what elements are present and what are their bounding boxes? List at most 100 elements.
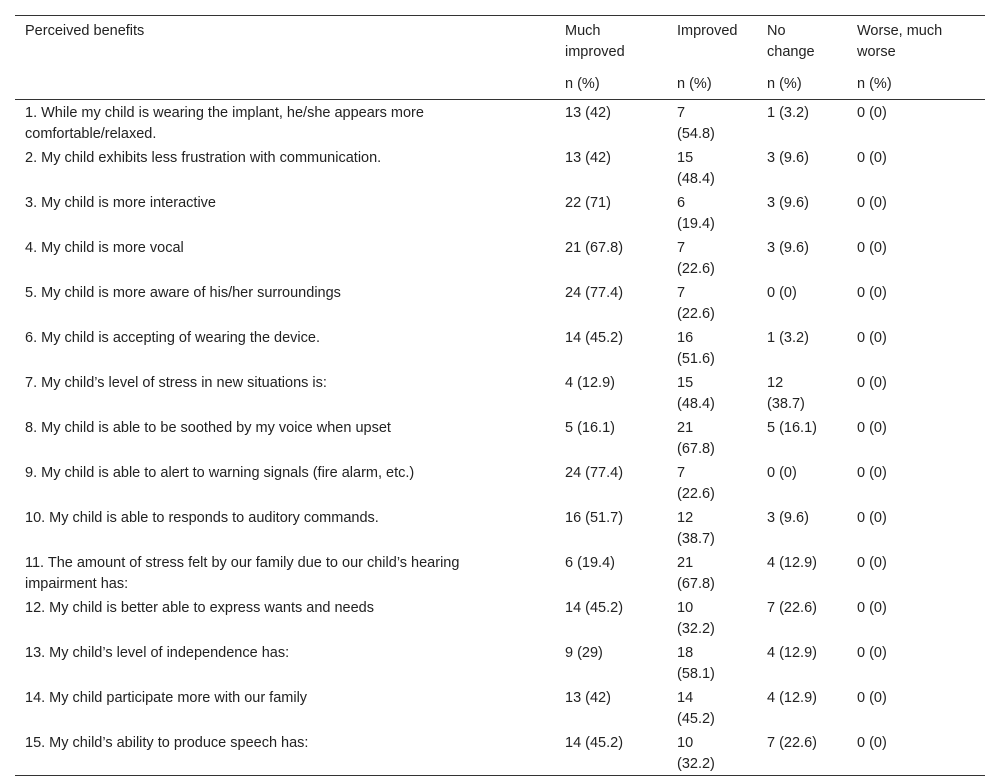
item-text: 11. The amount of stress felt by our fam… — [25, 555, 460, 592]
item-text: 1. While my child is wearing the implant… — [25, 105, 424, 142]
count-cell: 5 (16.1) — [565, 420, 615, 436]
count-cell: 1 (3.2) — [767, 105, 809, 121]
count-cell: 4 (12.9) — [767, 690, 817, 706]
item-text: 5. My child is more aware of his/her sur… — [25, 285, 341, 301]
unit-header: n (%) — [847, 72, 985, 100]
count-cell: 12 (38.7) — [767, 375, 805, 412]
count-cell: 0 (0) — [857, 375, 887, 391]
count-cell: 1 (3.2) — [767, 330, 809, 346]
header-row: Perceived benefits Much improved Improved N… — [15, 16, 985, 73]
table-row: 15. My child’s ability to produce speech… — [15, 730, 985, 776]
table-row: 8. My child is able to be soothed by my … — [15, 415, 985, 460]
count-cell: 18 (58.1) — [677, 645, 715, 682]
count-cell: 7 (22.6) — [677, 240, 715, 277]
unit-header: n (%) — [757, 72, 847, 100]
table-row: 14. My child participate more with our f… — [15, 685, 985, 730]
count-cell: 24 (77.4) — [565, 285, 624, 301]
item-text: 9. My child is able to alert to warning … — [25, 465, 415, 481]
count-cell: 0 (0) — [857, 555, 887, 571]
count-cell: 4 (12.9) — [767, 645, 817, 661]
count-cell: 3 (9.6) — [767, 150, 809, 166]
count-cell: 14 (45.2) — [677, 690, 715, 727]
count-cell: 15 (48.4) — [677, 375, 715, 412]
count-cell: 3 (9.6) — [767, 240, 809, 256]
count-cell: 0 (0) — [767, 285, 797, 301]
item-text: 3. My child is more interactive — [25, 195, 216, 211]
count-cell: 0 (0) — [857, 330, 887, 346]
count-cell: 9 (29) — [565, 645, 603, 661]
count-cell: 24 (77.4) — [565, 465, 624, 481]
column-header: Improved — [677, 23, 738, 39]
table-row: 7. My child’s level of stress in new sit… — [15, 370, 985, 415]
count-cell: 16 (51.6) — [677, 330, 715, 367]
benefits-table: Perceived benefits Much improved Improved N… — [15, 15, 985, 776]
item-text: 13. My child’s level of independence has… — [25, 645, 290, 661]
table-row: 4. My child is more vocal 21 (67.8) 7 (22.… — [15, 235, 985, 280]
item-text: 6. My child is accepting of wearing the … — [25, 330, 320, 346]
item-text: 12. My child is better able to express w… — [25, 600, 374, 616]
table-row: 11. The amount of stress felt by our fam… — [15, 550, 985, 595]
subheader-row: n (%) n (%) n (%) n (%) — [15, 72, 985, 100]
empty-cell — [15, 72, 555, 100]
table-row: 3. My child is more interactive 22 (71) 6 … — [15, 190, 985, 235]
count-cell: 13 (42) — [565, 105, 611, 121]
count-cell: 13 (42) — [565, 690, 611, 706]
count-cell: 4 (12.9) — [565, 375, 615, 391]
count-cell: 5 (16.1) — [767, 420, 817, 436]
count-cell: 7 (22.6) — [677, 465, 715, 502]
item-text: 14. My child participate more with our f… — [25, 690, 308, 706]
count-cell: 7 (22.6) — [767, 600, 817, 616]
count-cell: 10 (32.2) — [677, 600, 715, 637]
item-text: 15. My child’s ability to produce speech… — [25, 735, 309, 751]
table-row: 13. My child’s level of independence has… — [15, 640, 985, 685]
count-cell: 16 (51.7) — [565, 510, 624, 526]
count-cell: 10 (32.2) — [677, 735, 715, 772]
column-header: Perceived benefits — [25, 23, 145, 39]
item-text: 4. My child is more vocal — [25, 240, 184, 256]
count-cell: 21 (67.8) — [565, 240, 624, 256]
count-cell: 0 (0) — [857, 735, 887, 751]
count-cell: 0 (0) — [857, 420, 887, 436]
count-cell: 0 (0) — [857, 645, 887, 661]
table-row: 12. My child is better able to express w… — [15, 595, 985, 640]
table-row: 2. My child exhibits less frustration wi… — [15, 145, 985, 190]
count-cell: 0 (0) — [767, 465, 797, 481]
item-text: 2. My child exhibits less frustration wi… — [25, 150, 382, 166]
table-row: 10. My child is able to responds to audi… — [15, 505, 985, 550]
count-cell: 7 (22.6) — [767, 735, 817, 751]
unit-header: n (%) — [555, 72, 667, 100]
item-text: 7. My child’s level of stress in new sit… — [25, 375, 327, 391]
table-row: 6. My child is accepting of wearing the … — [15, 325, 985, 370]
count-cell: 0 (0) — [857, 150, 887, 166]
column-header: Worse, much worse — [857, 23, 943, 60]
count-cell: 0 (0) — [857, 465, 887, 481]
table-row: 1. While my child is wearing the implant… — [15, 100, 985, 146]
count-cell: 12 (38.7) — [677, 510, 715, 547]
column-header: Much improved — [565, 23, 625, 60]
count-cell: 15 (48.4) — [677, 150, 715, 187]
count-cell: 6 (19.4) — [565, 555, 615, 571]
count-cell: 6 (19.4) — [677, 195, 715, 232]
count-cell: 3 (9.6) — [767, 510, 809, 526]
count-cell: 0 (0) — [857, 105, 887, 121]
count-cell: 22 (71) — [565, 195, 611, 211]
count-cell: 14 (45.2) — [565, 735, 624, 751]
count-cell: 14 (45.2) — [565, 600, 624, 616]
item-text: 10. My child is able to responds to audi… — [25, 510, 379, 526]
unit-header: n (%) — [667, 72, 757, 100]
item-text: 8. My child is able to be soothed by my … — [25, 420, 391, 436]
count-cell: 21 (67.8) — [677, 555, 715, 592]
count-cell: 0 (0) — [857, 285, 887, 301]
count-cell: 0 (0) — [857, 510, 887, 526]
count-cell: 0 (0) — [857, 600, 887, 616]
column-header: No change — [767, 23, 815, 60]
count-cell: 7 (22.6) — [677, 285, 715, 322]
count-cell: 3 (9.6) — [767, 195, 809, 211]
count-cell: 14 (45.2) — [565, 330, 624, 346]
count-cell: 21 (67.8) — [677, 420, 715, 457]
count-cell: 0 (0) — [857, 690, 887, 706]
count-cell: 0 (0) — [857, 195, 887, 211]
table-row: 9. My child is able to alert to warning … — [15, 460, 985, 505]
table-body: Perceived benefits Much improved Improved N… — [15, 16, 985, 776]
count-cell: 4 (12.9) — [767, 555, 817, 571]
